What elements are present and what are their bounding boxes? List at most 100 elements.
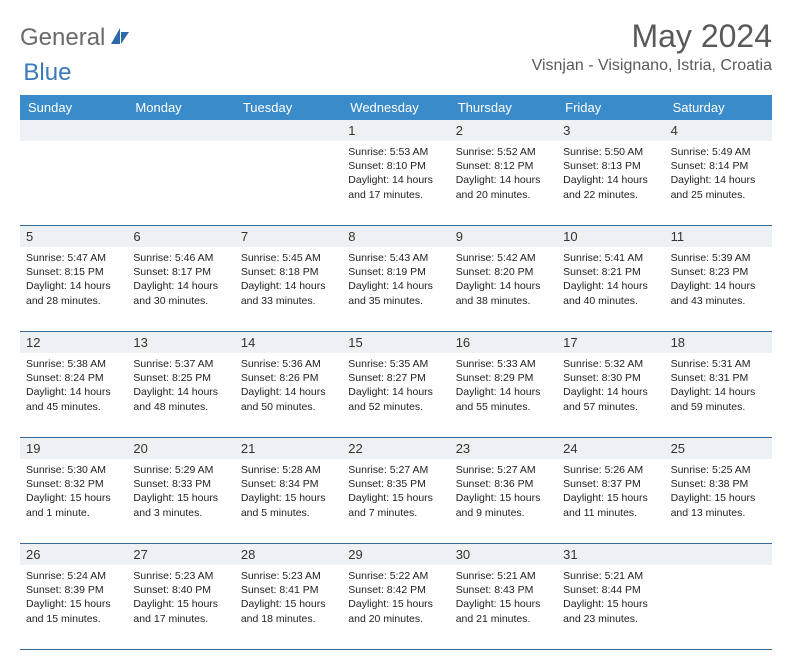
cell-details: Sunrise: 5:21 AMSunset: 8:44 PMDaylight:… [563,569,658,626]
cell-details: Sunrise: 5:39 AMSunset: 8:23 PMDaylight:… [671,251,766,308]
calendar-cell: Sunrise: 5:49 AMSunset: 8:14 PMDaylight:… [665,141,772,225]
daylight-text: Daylight: 15 hours and 3 minutes. [133,491,228,519]
cell-details: Sunrise: 5:27 AMSunset: 8:35 PMDaylight:… [348,463,443,520]
title-block: May 2024 Visnjan - Visignano, Istria, Cr… [532,18,772,75]
sunrise-text: Sunrise: 5:23 AM [133,569,228,583]
weekday-tuesday: Tuesday [235,95,342,120]
sunrise-text: Sunrise: 5:30 AM [26,463,121,477]
calendar-cell: Sunrise: 5:23 AMSunset: 8:40 PMDaylight:… [127,565,234,649]
day-number: 2 [450,120,557,141]
sunrise-text: Sunrise: 5:52 AM [456,145,551,159]
sunset-text: Sunset: 8:32 PM [26,477,121,491]
cell-details: Sunrise: 5:46 AMSunset: 8:17 PMDaylight:… [133,251,228,308]
sunset-text: Sunset: 8:33 PM [133,477,228,491]
calendar-cell: Sunrise: 5:50 AMSunset: 8:13 PMDaylight:… [557,141,664,225]
day-number: 13 [127,332,234,353]
sunrise-text: Sunrise: 5:26 AM [563,463,658,477]
calendar-cell: Sunrise: 5:37 AMSunset: 8:25 PMDaylight:… [127,353,234,437]
day-number: 19 [20,438,127,459]
sunrise-text: Sunrise: 5:41 AM [563,251,658,265]
week-row: Sunrise: 5:47 AMSunset: 8:15 PMDaylight:… [20,247,772,332]
sunset-text: Sunset: 8:24 PM [26,371,121,385]
daylight-text: Daylight: 14 hours and 17 minutes. [348,173,443,201]
day-number: 22 [342,438,449,459]
calendar-grid: Sunday Monday Tuesday Wednesday Thursday… [20,95,772,650]
calendar-cell: Sunrise: 5:33 AMSunset: 8:29 PMDaylight:… [450,353,557,437]
calendar-cell: Sunrise: 5:30 AMSunset: 8:32 PMDaylight:… [20,459,127,543]
daylight-text: Daylight: 15 hours and 11 minutes. [563,491,658,519]
brand-name-2: Blue [23,59,71,87]
cell-details: Sunrise: 5:32 AMSunset: 8:30 PMDaylight:… [563,357,658,414]
weekday-wednesday: Wednesday [342,95,449,120]
sunset-text: Sunset: 8:42 PM [348,583,443,597]
sunset-text: Sunset: 8:23 PM [671,265,766,279]
day-number: 9 [450,226,557,247]
calendar-cell: Sunrise: 5:26 AMSunset: 8:37 PMDaylight:… [557,459,664,543]
cell-details: Sunrise: 5:22 AMSunset: 8:42 PMDaylight:… [348,569,443,626]
calendar-cell: Sunrise: 5:32 AMSunset: 8:30 PMDaylight:… [557,353,664,437]
calendar-cell: Sunrise: 5:24 AMSunset: 8:39 PMDaylight:… [20,565,127,649]
month-title: May 2024 [532,18,772,55]
day-number: 27 [127,544,234,565]
weekday-sunday: Sunday [20,95,127,120]
sunset-text: Sunset: 8:17 PM [133,265,228,279]
sunrise-text: Sunrise: 5:46 AM [133,251,228,265]
calendar-cell [20,141,127,225]
sunrise-text: Sunrise: 5:23 AM [241,569,336,583]
calendar-cell [665,565,772,649]
calendar-cell: Sunrise: 5:46 AMSunset: 8:17 PMDaylight:… [127,247,234,331]
sunset-text: Sunset: 8:20 PM [456,265,551,279]
sunset-text: Sunset: 8:25 PM [133,371,228,385]
weekday-thursday: Thursday [450,95,557,120]
cell-details: Sunrise: 5:49 AMSunset: 8:14 PMDaylight:… [671,145,766,202]
sunrise-text: Sunrise: 5:32 AM [563,357,658,371]
calendar-cell: Sunrise: 5:35 AMSunset: 8:27 PMDaylight:… [342,353,449,437]
cell-details: Sunrise: 5:37 AMSunset: 8:25 PMDaylight:… [133,357,228,414]
calendar-cell: Sunrise: 5:45 AMSunset: 8:18 PMDaylight:… [235,247,342,331]
daynum-row: 567891011 [20,226,772,247]
sunset-text: Sunset: 8:30 PM [563,371,658,385]
cell-details: Sunrise: 5:43 AMSunset: 8:19 PMDaylight:… [348,251,443,308]
sunrise-text: Sunrise: 5:45 AM [241,251,336,265]
daylight-text: Daylight: 15 hours and 5 minutes. [241,491,336,519]
sunset-text: Sunset: 8:38 PM [671,477,766,491]
daylight-text: Daylight: 14 hours and 40 minutes. [563,279,658,307]
sunset-text: Sunset: 8:26 PM [241,371,336,385]
calendar-cell: Sunrise: 5:28 AMSunset: 8:34 PMDaylight:… [235,459,342,543]
day-number: 11 [665,226,772,247]
sunset-text: Sunset: 8:13 PM [563,159,658,173]
sunrise-text: Sunrise: 5:43 AM [348,251,443,265]
calendar-cell [127,141,234,225]
day-number: 15 [342,332,449,353]
sunrise-text: Sunrise: 5:21 AM [563,569,658,583]
sunrise-text: Sunrise: 5:21 AM [456,569,551,583]
cell-details: Sunrise: 5:29 AMSunset: 8:33 PMDaylight:… [133,463,228,520]
calendar-cell: Sunrise: 5:31 AMSunset: 8:31 PMDaylight:… [665,353,772,437]
cell-details: Sunrise: 5:25 AMSunset: 8:38 PMDaylight:… [671,463,766,520]
sunrise-text: Sunrise: 5:38 AM [26,357,121,371]
sunset-text: Sunset: 8:19 PM [348,265,443,279]
sunrise-text: Sunrise: 5:28 AM [241,463,336,477]
day-number: 25 [665,438,772,459]
weekday-header-row: Sunday Monday Tuesday Wednesday Thursday… [20,95,772,120]
sunset-text: Sunset: 8:34 PM [241,477,336,491]
sunset-text: Sunset: 8:43 PM [456,583,551,597]
calendar-cell: Sunrise: 5:27 AMSunset: 8:35 PMDaylight:… [342,459,449,543]
sunset-text: Sunset: 8:12 PM [456,159,551,173]
daylight-text: Daylight: 14 hours and 35 minutes. [348,279,443,307]
week-row: Sunrise: 5:53 AMSunset: 8:10 PMDaylight:… [20,141,772,226]
sunset-text: Sunset: 8:14 PM [671,159,766,173]
calendar-cell: Sunrise: 5:42 AMSunset: 8:20 PMDaylight:… [450,247,557,331]
week-row: Sunrise: 5:38 AMSunset: 8:24 PMDaylight:… [20,353,772,438]
sunrise-text: Sunrise: 5:27 AM [348,463,443,477]
sunrise-text: Sunrise: 5:29 AM [133,463,228,477]
sunrise-text: Sunrise: 5:25 AM [671,463,766,477]
day-number: 8 [342,226,449,247]
cell-details: Sunrise: 5:47 AMSunset: 8:15 PMDaylight:… [26,251,121,308]
sunrise-text: Sunrise: 5:37 AM [133,357,228,371]
sunset-text: Sunset: 8:21 PM [563,265,658,279]
day-number [127,120,234,141]
week-row: Sunrise: 5:24 AMSunset: 8:39 PMDaylight:… [20,565,772,650]
sunrise-text: Sunrise: 5:39 AM [671,251,766,265]
day-number [20,120,127,141]
